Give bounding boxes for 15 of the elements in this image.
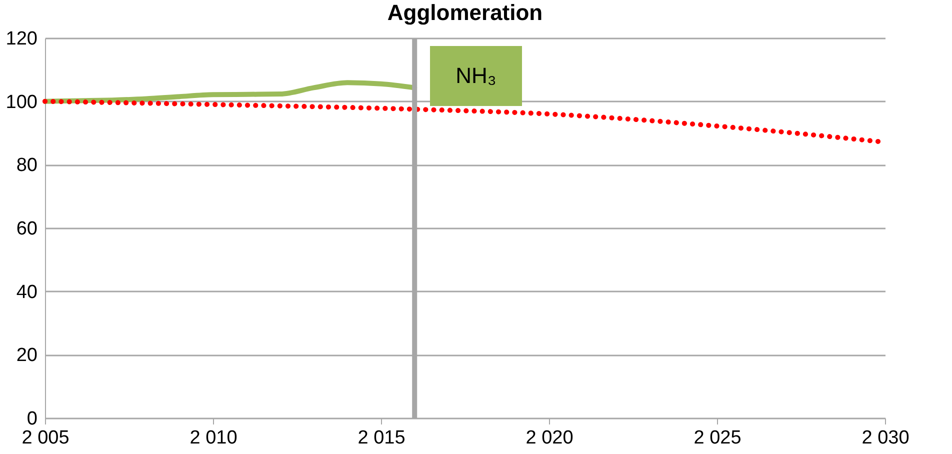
x-tick-label: 2 005 — [22, 428, 70, 448]
y-tick-label: 120 — [6, 28, 38, 50]
y-tick-label: 0 — [26, 408, 38, 430]
annotation: NH₃ — [456, 63, 496, 88]
y-tick-label: 100 — [6, 92, 38, 113]
y-tick-label: 60 — [16, 218, 38, 240]
y-tick-label: 40 — [16, 282, 38, 303]
y-tick-label: 80 — [16, 155, 38, 176]
x-tick-label: 2 020 — [526, 428, 574, 448]
y-tick-label: 20 — [16, 345, 38, 366]
x-tick-label: 2 030 — [862, 428, 910, 448]
x-tick-label: 2 015 — [358, 428, 406, 448]
x-tick-label: 2 025 — [694, 428, 742, 448]
x-tick-label: 2 010 — [190, 428, 238, 448]
chart-title: Agglomeration — [387, 0, 543, 25]
